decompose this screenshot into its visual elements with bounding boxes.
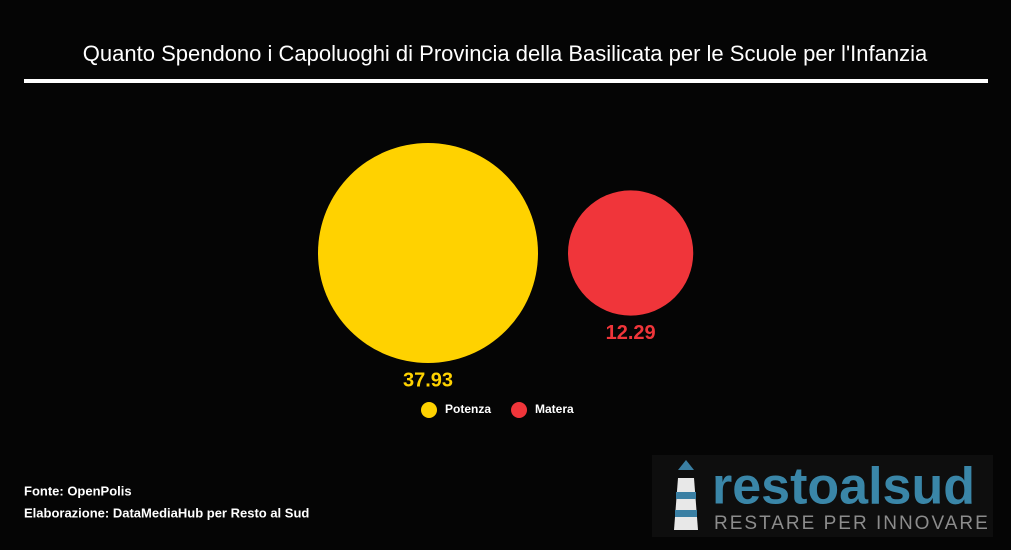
legend-label: Matera: [535, 402, 574, 416]
lighthouse-top: [678, 460, 694, 470]
chart-title: Quanto Spendono i Capoluoghi di Provinci…: [83, 41, 928, 66]
lighthouse: [674, 478, 698, 530]
legend-swatch: [421, 402, 437, 418]
logo-name: restoalsud: [712, 458, 975, 516]
value-label: 37.93: [403, 369, 453, 391]
legend-label: Potenza: [445, 402, 491, 416]
title-rule: [24, 79, 988, 83]
bubble: [318, 143, 538, 363]
logo-tagline: RESTARE PER INNOVARE: [714, 513, 990, 534]
lighthouse-stripe: [676, 492, 696, 499]
lighthouse-stripe: [675, 510, 697, 517]
legend-swatch: [511, 402, 528, 418]
bubble: [568, 190, 694, 316]
logo-box: [652, 455, 993, 537]
credit: Elaborazione: DataMediaHub per Resto al …: [24, 505, 309, 520]
logo: restoalsud RESTARE PER INNOVARE: [652, 455, 993, 537]
value-label: 12.29: [606, 322, 656, 344]
source: Fonte: OpenPolis: [24, 483, 132, 498]
